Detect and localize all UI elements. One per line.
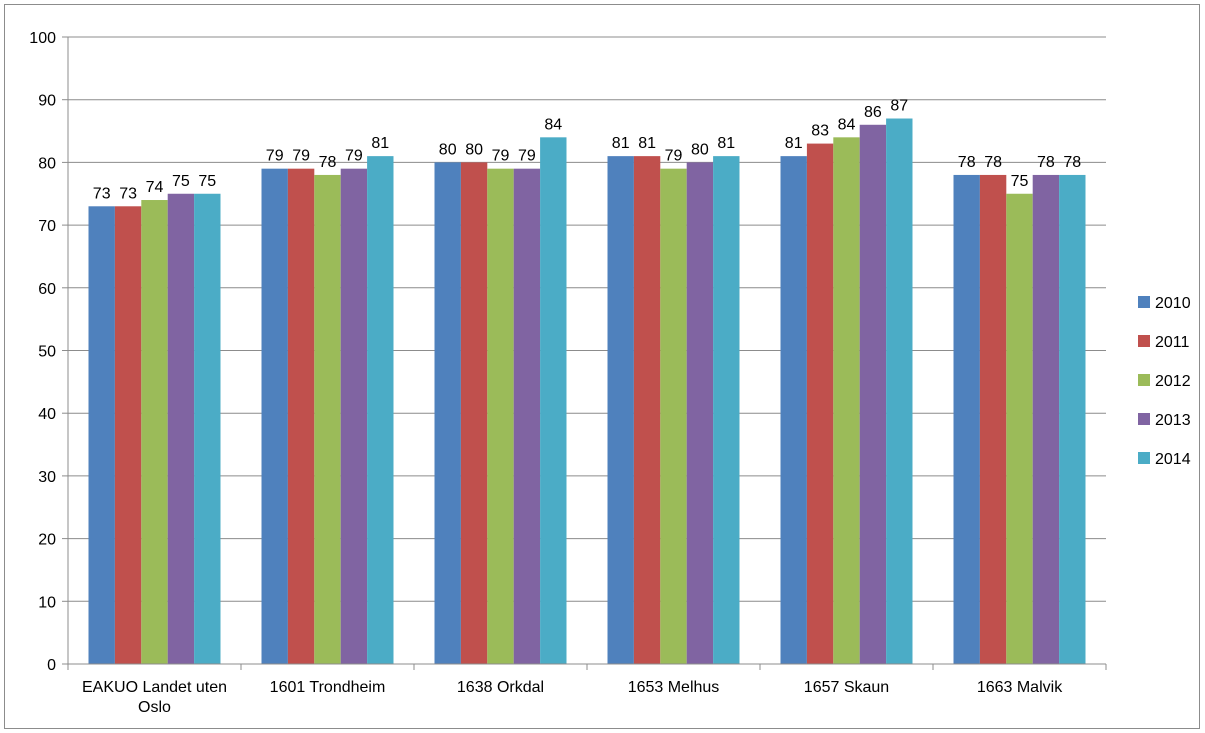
data-label: 75	[172, 173, 190, 190]
y-tick-label: 0	[47, 657, 56, 674]
bar-2014	[194, 193, 221, 664]
y-tick-label: 70	[38, 218, 56, 235]
y-tick-label: 50	[38, 344, 56, 361]
bar-2013	[859, 124, 887, 664]
x-category-label: 1663 Malvik	[977, 679, 1063, 696]
data-label: 79	[292, 148, 310, 165]
data-label: 79	[665, 148, 683, 165]
y-tick-label: 10	[38, 594, 56, 611]
bar-2013	[513, 168, 541, 665]
bar-2011	[114, 206, 142, 665]
legend-swatch-2010	[1138, 296, 1150, 308]
bar-2014	[713, 156, 740, 664]
x-category-label: 1601 Trondheim	[270, 679, 386, 696]
x-category-label: 1653 Melhus	[628, 679, 720, 696]
legend-label: 2012	[1155, 373, 1191, 390]
data-label: 79	[345, 148, 363, 165]
data-label: 78	[1063, 154, 1081, 171]
bar-2010	[88, 206, 115, 665]
legend-swatch-2014	[1138, 452, 1150, 464]
legend-swatch-2012	[1138, 374, 1150, 386]
bar-2011	[633, 156, 661, 664]
bar-2011	[287, 168, 315, 665]
y-tick-label: 60	[38, 281, 56, 298]
y-tick-label: 90	[38, 93, 56, 110]
data-label: 74	[146, 179, 164, 196]
data-label: 80	[465, 141, 483, 158]
bar-2012	[141, 200, 168, 664]
data-label: 83	[811, 123, 829, 140]
legend-label: 2010	[1155, 295, 1191, 312]
axes: 0 10 20 30 40 50 60 70 80 90 100 EAKUO Landet uten O…	[29, 30, 1107, 716]
bar-2011	[806, 143, 834, 665]
data-label: 79	[492, 148, 510, 165]
y-tick-label: 30	[38, 469, 56, 486]
data-label: 80	[691, 141, 709, 158]
data-label: 86	[864, 104, 882, 121]
bar-2013	[340, 168, 368, 665]
bar-2013	[167, 193, 195, 664]
legend-swatch-2013	[1138, 413, 1150, 425]
data-label: 78	[958, 154, 976, 171]
data-label: 81	[717, 135, 735, 152]
data-label: 81	[371, 135, 389, 152]
bar-2013	[686, 162, 714, 664]
bar-2010	[607, 156, 634, 664]
legend-label: 2013	[1155, 412, 1191, 429]
data-label: 81	[638, 135, 656, 152]
bar-2012	[1006, 193, 1033, 664]
y-tick-label: 100	[29, 30, 56, 47]
y-tick-label: 20	[38, 532, 56, 549]
data-label: 73	[119, 185, 137, 202]
bar-2014	[540, 137, 567, 664]
bar-2012	[487, 168, 514, 665]
bars	[88, 118, 1086, 665]
legend: 2010 2011 2012 2013 2014	[1138, 295, 1191, 468]
x-category-label: EAKUO Landet uten	[82, 679, 227, 696]
legend-label: 2014	[1155, 451, 1191, 468]
gridlines	[68, 36, 1106, 602]
x-category-label: Oslo	[138, 699, 171, 716]
bar-2012	[833, 137, 860, 664]
bar-2014	[1059, 174, 1086, 664]
data-label: 87	[890, 98, 908, 115]
data-label: 84	[838, 116, 856, 133]
bar-2012	[660, 168, 687, 665]
data-label: 84	[544, 116, 562, 133]
bar-2010	[434, 162, 461, 664]
data-label: 80	[439, 141, 457, 158]
bar-2011	[979, 174, 1007, 664]
bar-2014	[886, 118, 913, 664]
bar-2011	[460, 162, 488, 664]
data-label: 75	[1011, 173, 1029, 190]
legend-swatch-2011	[1138, 335, 1150, 347]
data-label: 79	[518, 148, 536, 165]
data-label: 75	[198, 173, 216, 190]
data-labels: 73 73 74 75 75 79 79 78 79 81 80 80 79 79 84 81 81 79 80 81…	[93, 98, 1081, 203]
y-tick-label: 80	[38, 155, 56, 172]
data-label: 81	[785, 135, 803, 152]
x-category-label: 1638 Orkdal	[457, 679, 544, 696]
data-label: 81	[612, 135, 630, 152]
x-category-label: 1657 Skaun	[804, 679, 889, 696]
data-label: 79	[266, 148, 284, 165]
data-label: 78	[984, 154, 1002, 171]
bar-2014	[367, 156, 394, 664]
bar-2012	[314, 174, 341, 664]
data-label: 78	[1037, 154, 1055, 171]
y-tick-label: 40	[38, 406, 56, 423]
bar-2010	[261, 168, 288, 665]
bar-2010	[780, 156, 807, 664]
data-label: 78	[319, 154, 337, 171]
bar-2010	[953, 174, 980, 664]
legend-label: 2011	[1155, 334, 1190, 351]
data-label: 73	[93, 185, 111, 202]
bar-2013	[1032, 174, 1060, 664]
